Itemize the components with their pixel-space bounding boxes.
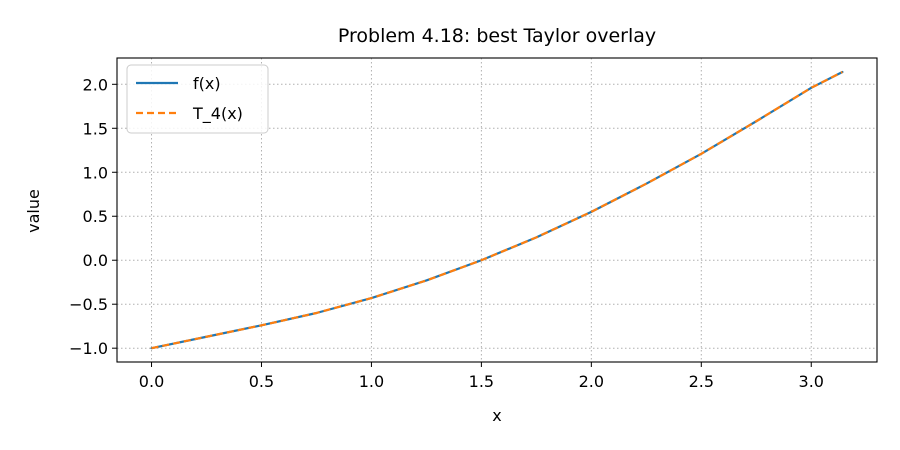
- grid-layer: [117, 58, 877, 362]
- series-line-2: [151, 71, 843, 350]
- series-layer: [150, 70, 844, 350]
- x-tick-label: 2.0: [579, 372, 604, 391]
- legend-label-2: T_4(x): [192, 104, 243, 124]
- y-tick-label: 1.5: [83, 119, 108, 138]
- y-tick-label: 2.0: [83, 75, 108, 94]
- x-tick-label: 3.0: [799, 372, 824, 391]
- ticks-layer: 0.0 0.5 1.0 1.5 2.0 2.5 3.0 −1.0 −0.5 0.0 0.5 1.0 1.…: [69, 75, 824, 391]
- legend-label-1: f(x): [193, 74, 221, 93]
- y-axis-title: value: [24, 189, 43, 233]
- x-tick-label: 2.5: [689, 372, 714, 391]
- y-tick-label: −1.0: [69, 339, 108, 358]
- x-tick-label: 1.5: [469, 372, 494, 391]
- y-tick-label: 0.5: [83, 207, 108, 226]
- x-tick-label: 0.5: [249, 372, 274, 391]
- y-tick-label: 1.0: [83, 163, 108, 182]
- y-tick-label: 0.0: [83, 251, 108, 270]
- y-tick-label: −0.5: [69, 295, 108, 314]
- legend: f(x) T_4(x): [126, 64, 269, 134]
- x-tick-label: 1.0: [359, 372, 384, 391]
- x-axis-title: x: [492, 406, 501, 425]
- x-tick-label: 0.0: [139, 372, 164, 391]
- plot-frame: [116, 57, 878, 363]
- chart-title: Problem 4.18: best Taylor overlay: [338, 25, 656, 47]
